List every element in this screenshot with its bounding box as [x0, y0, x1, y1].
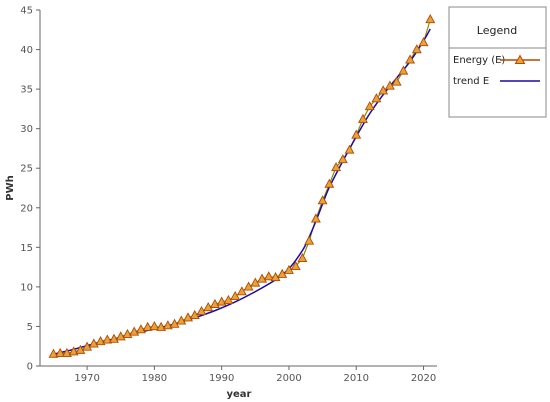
legend-box [448, 6, 547, 118]
energy-point [310, 213, 321, 223]
energy-point [371, 93, 382, 103]
x-tick-label: 1970 [74, 373, 99, 384]
energy-point [344, 144, 355, 154]
energy-point [149, 321, 160, 331]
energy-point [216, 296, 227, 306]
energy-point [331, 161, 342, 172]
energy-point [142, 321, 153, 331]
legend-label-trend: trend E [453, 76, 489, 87]
legend-label-energy: Energy (E) [453, 55, 505, 66]
energy-point [55, 347, 66, 357]
energy-point [418, 37, 429, 47]
y-tick-label: 30 [20, 124, 33, 135]
x-axis-title: year [227, 389, 252, 400]
energy-point [405, 54, 416, 64]
energy-point [317, 195, 328, 205]
energy-point [351, 129, 362, 139]
energy-point [95, 336, 106, 346]
energy-point [122, 328, 133, 339]
series-layer [48, 14, 436, 358]
y-tick-label: 0 [27, 362, 33, 373]
energy-point [82, 341, 93, 351]
energy-point [391, 76, 402, 86]
energy-point [297, 252, 308, 263]
y-ticks: 0 5 10 15 20 25 30 35 40 45 [20, 6, 40, 373]
energy-point [358, 113, 368, 123]
energy-point [156, 321, 167, 331]
energy-point [230, 290, 241, 301]
energy-point [324, 178, 335, 188]
energy-point [425, 14, 436, 24]
y-tick-label: 35 [20, 85, 33, 96]
y-tick-label: 45 [20, 6, 33, 17]
legend-swatch-marker-energy [514, 54, 526, 64]
energy-point [236, 286, 247, 296]
legend: Legend Energy (E) trend E [448, 6, 547, 118]
x-tick-label: 2010 [344, 373, 369, 384]
energy-point [337, 154, 348, 164]
energy-point [378, 85, 389, 95]
y-tick-label: 25 [20, 164, 33, 175]
y-tick-label: 20 [20, 203, 33, 214]
energy-point [398, 65, 409, 75]
x-tick-label: 1990 [209, 373, 234, 384]
energy-point [257, 273, 268, 283]
energy-point [102, 334, 113, 344]
y-axis-title: PWh [5, 175, 16, 200]
energy-point [75, 344, 86, 354]
x-tick-label: 2000 [276, 373, 301, 384]
energy-series-line [53, 19, 431, 355]
legend-title: Legend [477, 24, 517, 37]
energy-point [68, 346, 79, 356]
x-tick-label: 2020 [411, 373, 436, 384]
energy-point [48, 348, 59, 358]
y-tick-label: 5 [27, 322, 33, 333]
energy-point [263, 271, 274, 281]
y-tick-label: 40 [20, 45, 33, 56]
x-ticks: 1970 1980 1990 2000 2010 2020 [74, 366, 436, 384]
trend-series-line [53, 28, 431, 355]
energy-point [169, 318, 180, 328]
energy-point [270, 271, 281, 282]
energy-point [203, 302, 214, 312]
energy-point [304, 235, 315, 245]
energy-point [61, 347, 72, 357]
energy-point [411, 44, 422, 54]
y-tick-label: 15 [20, 243, 33, 254]
energy-point [290, 260, 301, 270]
y-tick-label: 10 [20, 282, 33, 293]
energy-point [176, 315, 187, 325]
energy-point [162, 320, 173, 330]
x-tick-label: 1980 [142, 373, 167, 384]
energy-point [364, 101, 375, 111]
